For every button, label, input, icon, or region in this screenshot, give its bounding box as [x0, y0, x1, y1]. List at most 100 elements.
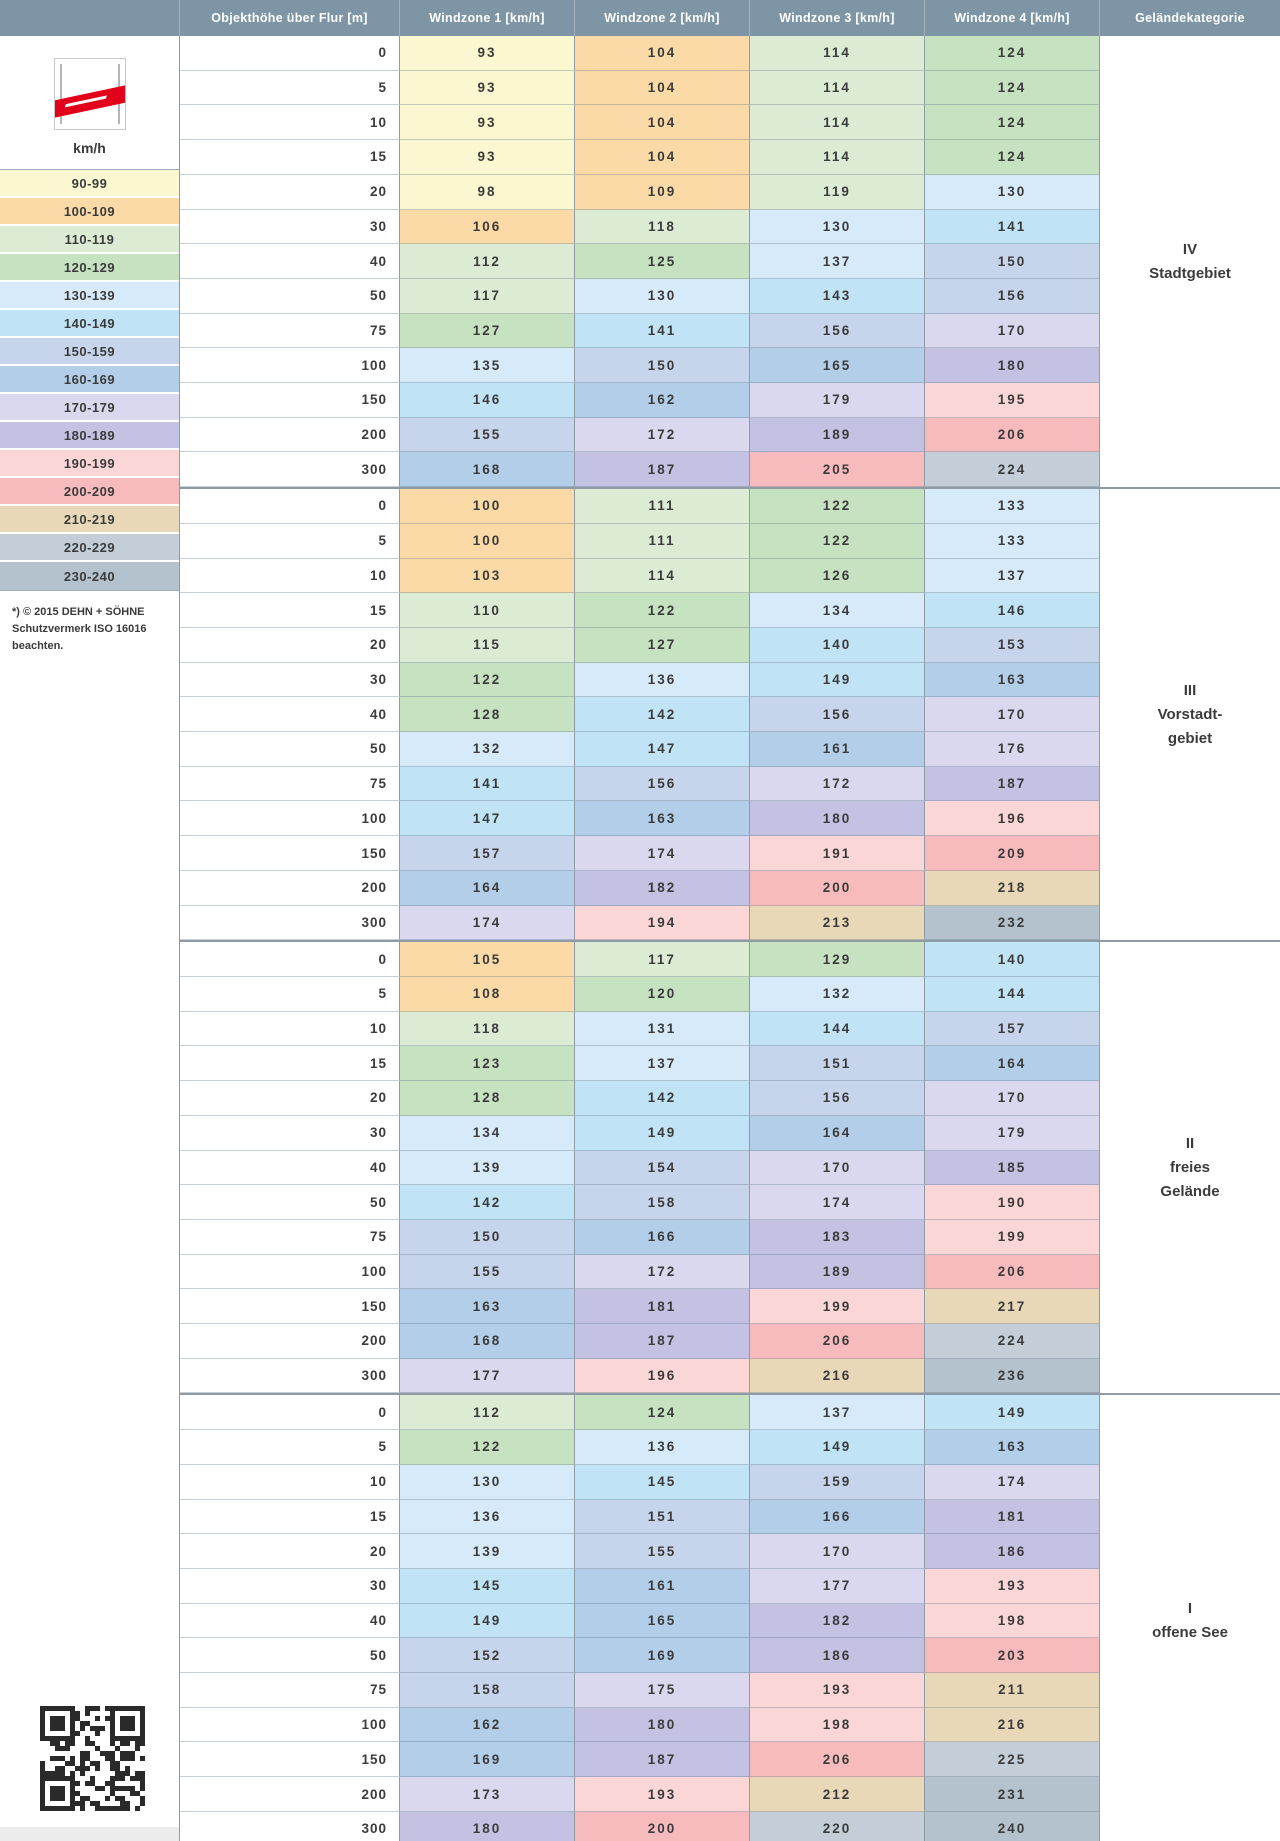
column-header: Geländekategorie — [1135, 11, 1245, 25]
height-cell: 10 — [180, 1011, 400, 1047]
wind-speed-cell: 179 — [925, 1115, 1100, 1151]
wind-speed-cell: 205 — [750, 452, 925, 488]
table-row: 15 110 122 134 146 — [180, 593, 1100, 628]
terrain-category-line: offene See — [1152, 1623, 1228, 1641]
wind-speed-cell: 157 — [400, 836, 575, 871]
wind-speed-cell: 168 — [400, 1324, 575, 1359]
wind-speed-cell: 217 — [925, 1289, 1100, 1325]
column-header: Windzone 1 [km/h] — [400, 0, 575, 36]
wind-speed-cell: 114 — [575, 558, 750, 594]
wind-speed-cell: 133 — [925, 523, 1100, 559]
wind-speed-cell: 146 — [400, 383, 575, 418]
wind-speed-cell: 140 — [925, 942, 1100, 977]
wind-speed-cell: 120 — [575, 976, 750, 1012]
height-cell: 300 — [180, 1358, 400, 1394]
legend-range-swatch: 170-179 — [0, 394, 179, 422]
wind-speed-cell: 144 — [750, 1011, 925, 1047]
table-row: 75 141 156 172 187 — [180, 766, 1100, 802]
wind-speed-cell: 145 — [400, 1568, 575, 1604]
table-row: 50 117 130 143 156 — [180, 278, 1100, 314]
wind-speed-cell: 104 — [575, 140, 750, 175]
table-row: 150 169 187 206 225 — [180, 1742, 1100, 1778]
wind-speed-cell: 186 — [925, 1534, 1100, 1569]
wind-speed-cell: 224 — [925, 452, 1100, 488]
wind-speed-cell: 218 — [925, 870, 1100, 906]
wind-speed-cell: 93 — [400, 105, 575, 141]
wind-speed-cell: 196 — [925, 801, 1100, 837]
wind-speed-cell: 168 — [400, 452, 575, 488]
terrain-category-label: IV Stadtgebiet — [1100, 36, 1280, 488]
wind-speed-cell: 149 — [925, 1395, 1100, 1431]
terrain-category-line: Gelände — [1160, 1182, 1220, 1200]
wind-speed-cell: 200 — [750, 870, 925, 906]
wind-speed-cell: 170 — [925, 313, 1100, 349]
wind-speed-cell: 149 — [750, 1430, 925, 1465]
wind-speed-cell: 139 — [400, 1150, 575, 1186]
wind-speed-cell: 212 — [750, 1777, 925, 1812]
wind-speed-cell: 103 — [400, 558, 575, 594]
wind-speed-cell: 124 — [925, 70, 1100, 106]
wind-speed-cell: 93 — [400, 70, 575, 106]
table-row: 40 139 154 170 185 — [180, 1150, 1100, 1186]
wind-speed-cell: 144 — [925, 976, 1100, 1012]
wind-speed-cell: 118 — [575, 209, 750, 245]
terrain-category-label: III Vorstadt-gebiet — [1100, 489, 1280, 941]
height-cell: 15 — [180, 140, 400, 175]
wind-speed-cell: 211 — [925, 1673, 1100, 1708]
legend-range-swatch: 180-189 — [0, 422, 179, 450]
wind-speed-cell: 180 — [925, 348, 1100, 384]
height-cell: 5 — [180, 523, 400, 559]
height-cell: 30 — [180, 662, 400, 698]
legend-range-swatch: 110-119 — [0, 226, 179, 254]
height-cell: 200 — [180, 870, 400, 906]
wind-speed-cell: 109 — [575, 174, 750, 210]
wind-speed-cell: 180 — [575, 1707, 750, 1743]
wind-speed-cell: 165 — [575, 1603, 750, 1639]
wind-speed-cell: 164 — [750, 1115, 925, 1151]
wind-speed-cell: 232 — [925, 905, 1100, 941]
terrain-section: 0 112 124 137 149 5 122 136 149 163 10 130 145 159 174… — [180, 1395, 1280, 1841]
wind-speed-cell: 177 — [400, 1358, 575, 1394]
wind-speed-cell: 149 — [400, 1603, 575, 1639]
wind-speed-cell: 155 — [400, 417, 575, 453]
color-legend: 90-99 100-109 110-119 120-129 130-139 140-149… — [0, 169, 179, 591]
table-row: 100 155 172 189 206 — [180, 1254, 1100, 1290]
wind-speed-cell: 122 — [750, 523, 925, 559]
wind-speed-cell: 137 — [750, 1395, 925, 1431]
height-cell: 0 — [180, 942, 400, 977]
height-cell: 5 — [180, 976, 400, 1012]
table-row: 40 112 125 137 150 — [180, 244, 1100, 279]
table-row: 40 149 165 182 198 — [180, 1603, 1100, 1639]
wind-speed-cell: 236 — [925, 1358, 1100, 1394]
table-row: 75 158 175 193 211 — [180, 1673, 1100, 1708]
wind-speed-cell: 105 — [400, 942, 575, 977]
wind-speed-cell: 183 — [750, 1219, 925, 1255]
wind-speed-cell: 136 — [575, 662, 750, 698]
table-row: 300 180 200 220 240 — [180, 1811, 1100, 1841]
table-row: 15 93 104 114 124 — [180, 140, 1100, 175]
wind-speed-cell: 112 — [400, 1395, 575, 1431]
height-cell: 100 — [180, 348, 400, 384]
legend-range-swatch: 230-240 — [0, 562, 179, 590]
table-row: 0 100 111 122 133 — [180, 489, 1100, 524]
wind-speed-cell: 155 — [575, 1534, 750, 1569]
column-header: Objekthöhe über Flur [m] — [180, 0, 400, 36]
height-cell: 10 — [180, 105, 400, 141]
wind-speed-cell: 122 — [400, 1430, 575, 1465]
table-row: 10 93 104 114 124 — [180, 105, 1100, 141]
height-cell: 100 — [180, 1707, 400, 1743]
wind-speed-cell: 124 — [925, 105, 1100, 141]
wind-speed-cell: 185 — [925, 1150, 1100, 1186]
table-row: 200 168 187 206 224 — [180, 1324, 1100, 1359]
wind-speed-cell: 147 — [575, 732, 750, 767]
wind-speed-cell: 125 — [575, 244, 750, 279]
wind-speed-cell: 122 — [575, 593, 750, 628]
wind-speed-cell: 163 — [575, 801, 750, 837]
wind-speed-cell: 224 — [925, 1324, 1100, 1359]
height-cell: 150 — [180, 836, 400, 871]
wind-speed-cell: 139 — [400, 1534, 575, 1569]
wind-speed-cell: 143 — [750, 278, 925, 314]
height-cell: 15 — [180, 1046, 400, 1082]
height-cell: 50 — [180, 1185, 400, 1220]
